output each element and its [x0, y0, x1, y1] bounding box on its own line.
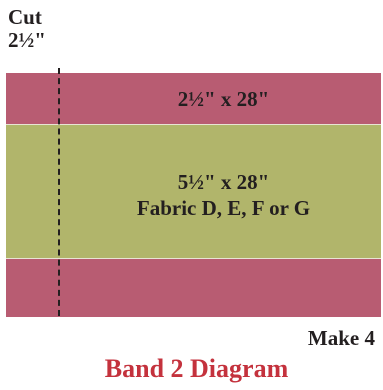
- cut-label-line1: Cut: [8, 5, 42, 29]
- band-top-pink: 2½" x 28": [6, 72, 381, 125]
- cut-label: Cut 2½": [8, 6, 46, 52]
- band-middle-green: 5½" x 28" Fabric D, E, F or G: [6, 124, 381, 259]
- band-middle-size: 5½" x 28": [177, 170, 270, 194]
- band-middle-label: 5½" x 28" Fabric D, E, F or G: [6, 169, 381, 221]
- cut-label-width: 2½": [8, 28, 46, 52]
- quantity-label: Make 4: [307, 326, 375, 350]
- diagram-title: Band 2 Diagram: [104, 354, 289, 383]
- band-bottom-pink: [6, 258, 381, 317]
- band-top-label: 2½" x 28": [177, 87, 270, 111]
- band-middle-fabric: Fabric D, E, F or G: [136, 196, 311, 220]
- cut-line-dashed: [58, 68, 60, 316]
